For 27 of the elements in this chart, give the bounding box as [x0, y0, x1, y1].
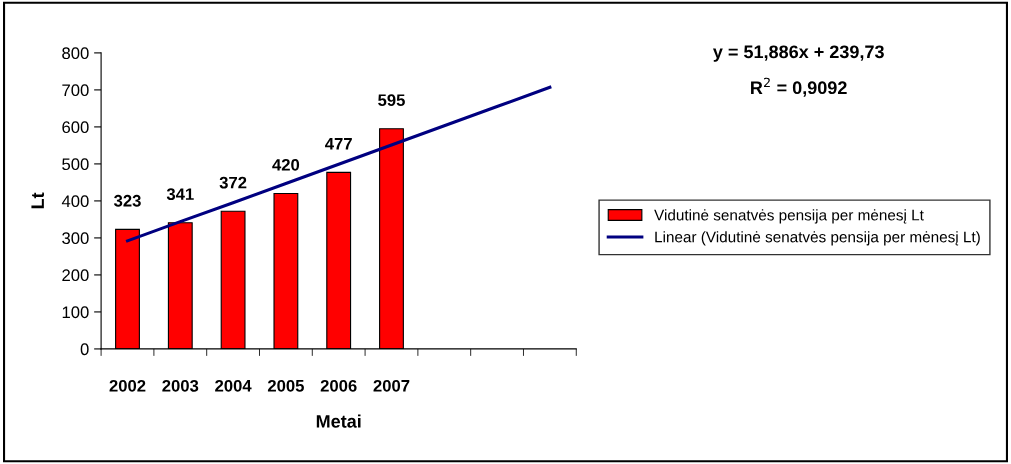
text: y = 51,886x + 239,73	[712, 45, 884, 62]
x-tick-label: 2002	[109, 379, 146, 392]
y-tick-label: 600	[62, 121, 89, 134]
x-tick-label: 2006	[320, 379, 357, 392]
data-label: 341	[166, 188, 194, 201]
y-tick-label: 300	[62, 232, 89, 245]
y-tick-label: 800	[62, 47, 89, 60]
x-tick-label: 2005	[267, 379, 304, 392]
data-label: 372	[219, 176, 247, 189]
x-tick-label: 2004	[215, 379, 252, 392]
data-label: 477	[325, 138, 352, 150]
y-tick-label: 500	[62, 158, 89, 171]
y-tick-label: 100	[62, 306, 89, 319]
data-label: 323	[113, 194, 141, 207]
x-axis-title: Metai	[316, 414, 361, 428]
y-tick-label: 200	[62, 269, 89, 282]
x-tick-label: 2003	[162, 379, 199, 392]
y-axis-title: Lt	[31, 192, 45, 209]
data-label: 595	[378, 94, 405, 107]
legend-label: Linear (Vidutinė senatvės pensija per mėnesį Lt)	[655, 231, 980, 246]
y-tick-label: 400	[61, 195, 89, 208]
y-tick-label: 0	[80, 343, 89, 356]
legend-label: Vidutinė senatvės pensija per mėnesį Lt	[654, 209, 924, 224]
y-tick-label: 700	[62, 84, 89, 97]
text: R$^{2}$ = 0,9092	[751, 77, 847, 97]
data-label: 420	[272, 158, 300, 171]
x-tick-label: 2007	[373, 379, 410, 392]
